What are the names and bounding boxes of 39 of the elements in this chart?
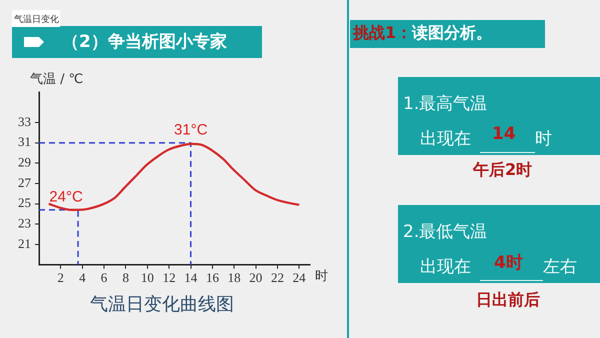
x-tick-label: 22	[270, 270, 284, 286]
text: 读图分析。	[412, 23, 492, 44]
x-tick-label: 18	[228, 270, 241, 286]
text: 气温日变化曲线图	[90, 294, 234, 315]
text: 时	[535, 128, 552, 150]
x-tick-label: 4	[79, 270, 86, 286]
text: 1.最高气温	[403, 93, 488, 115]
x-tick-label: 24	[292, 270, 306, 286]
text: 日出前后	[476, 290, 540, 311]
text: 午后2时	[473, 160, 532, 181]
x-tick-label: 14	[184, 270, 198, 286]
x-tick-label: 16	[206, 270, 220, 286]
y-tick-label: 29	[18, 154, 31, 170]
y-tick-label: 23	[18, 216, 31, 231]
annotation: 24°C	[49, 188, 83, 206]
line-series	[48, 142, 300, 212]
y-tick-label: 31	[18, 134, 31, 150]
x-tick-label: 12	[162, 270, 176, 286]
x-tick-label: 8	[122, 270, 129, 286]
y-tick-label: 33	[18, 114, 31, 129]
x-tick-label: 10	[140, 270, 154, 286]
x-tick-label: 2	[57, 270, 64, 286]
y-axis-title: 气温 / ℃	[30, 72, 84, 87]
x-tick-label: 6	[100, 270, 108, 286]
text: 出现在	[420, 256, 471, 278]
y-tick-label: 25	[18, 195, 31, 210]
text: 14	[492, 124, 516, 144]
text: 挑战1：	[353, 23, 412, 44]
text: 2.最低气温	[403, 221, 488, 243]
text: 出现在	[420, 128, 471, 150]
text: 左右	[543, 256, 577, 278]
y-tick-label: 27	[18, 174, 32, 190]
x-axis-title: 时	[315, 269, 328, 284]
y-tick-label: 21	[18, 236, 31, 251]
text: 4时	[494, 252, 523, 274]
annotation: 31°C	[174, 121, 208, 138]
text: 气温日变化	[14, 13, 59, 26]
text: （2）争当析图小专家	[62, 31, 227, 53]
x-tick-label: 20	[249, 270, 262, 286]
